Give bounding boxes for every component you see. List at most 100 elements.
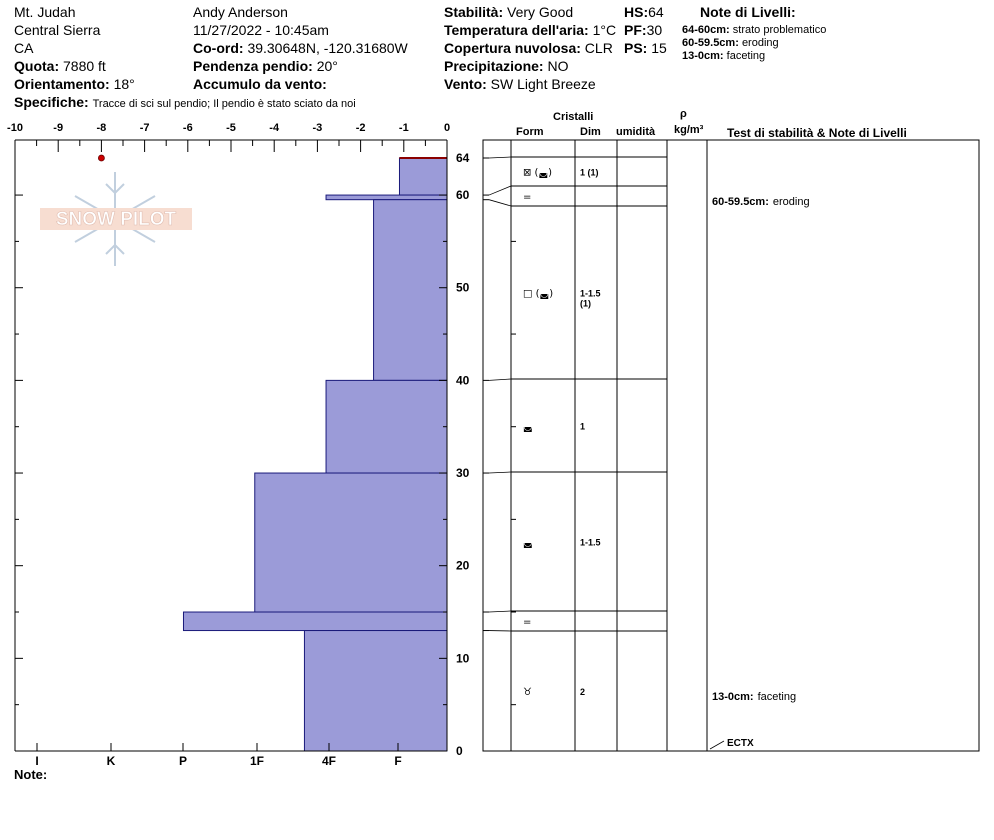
aspect-value: 18° — [113, 76, 135, 92]
note-label: Note: — [14, 767, 48, 782]
grain-form-7: ♉ — [523, 687, 532, 698]
elevation-line: Quota: 7880 ft — [14, 57, 106, 75]
ps-line: PS: 15 — [624, 39, 667, 57]
hardness-label: 4F — [322, 754, 336, 768]
hardness-layer-2 — [325, 194, 448, 201]
specifics-line: Specifiche: Tracce di sci sul pendio; Il… — [14, 94, 356, 110]
hardness-layer-1 — [398, 157, 448, 196]
moisture-header: umidità — [616, 126, 656, 138]
stability-label: Stabilità: — [444, 4, 504, 20]
grain-size-4: 1 — [580, 422, 585, 432]
temp-tick-label: -2 — [356, 122, 366, 134]
height-tick-label: 10 — [456, 651, 470, 665]
coord-value: 39.30648N, -120.31680W — [247, 40, 408, 56]
location-name: Mt. Judah — [14, 4, 76, 20]
coord-label: Co-ord: — [193, 40, 244, 56]
layer-note-2: 60-59.5cm: eroding — [682, 37, 779, 49]
grain-size-1: 1 (1) — [580, 168, 599, 178]
height-tick-label: 40 — [456, 373, 470, 387]
temp-tick-label: -1 — [399, 122, 409, 134]
hardness-label: I — [35, 754, 38, 768]
state: CA — [14, 40, 34, 56]
temp-tick-label: -4 — [269, 122, 280, 134]
height-tick-label: 30 — [456, 466, 470, 480]
hs-value: 64 — [648, 4, 664, 20]
pf-line: PF:30 — [624, 21, 662, 39]
table-connector-line — [488, 156, 512, 159]
height-tick-label: 0 — [456, 744, 463, 758]
temp-tick-label: -8 — [97, 122, 107, 134]
aspect-label: Orientamento: — [14, 76, 110, 92]
stability-line: Stabilità: Very Good — [444, 3, 573, 21]
sky-line: Copertura nuvolosa: CLR — [444, 39, 613, 57]
snowpilot-logo-text: SNOW PILOT — [56, 209, 177, 230]
layer-note-3: 13-0cm: faceting — [682, 50, 766, 62]
layer-note-text: faceting — [758, 691, 797, 703]
sky-label: Copertura nuvolosa: — [444, 40, 581, 56]
density-unit: kg/m³ — [674, 124, 704, 136]
air-temp-value: 1°C — [592, 22, 617, 38]
height-tick-label: 64 — [456, 151, 470, 165]
grain-size-3: 1-1.5 — [580, 289, 601, 299]
slope-label: Pendenza pendio: — [193, 58, 313, 74]
table-connector-line — [488, 199, 512, 207]
slope-line: Pendenza pendio: 20° — [193, 57, 338, 75]
hardness-layer-5 — [254, 472, 448, 613]
grain-form-5: ◛ — [523, 538, 533, 549]
ps-label: PS: — [624, 40, 648, 56]
grain-form-3: □ (◛) — [523, 289, 553, 300]
tests-header: Test di stabilità & Note di Livelli — [727, 126, 907, 140]
hs-line: HS:64 — [624, 3, 664, 21]
temp-tick-label: -3 — [313, 122, 323, 134]
temp-tick-label: -6 — [183, 122, 193, 134]
sky-value: CLR — [584, 40, 613, 56]
density-symbol: ρ — [680, 108, 687, 120]
air-temp-label: Temperatura dell'aria: — [444, 22, 589, 38]
wind-line: Vento: SW Light Breeze — [444, 75, 596, 93]
layer-note-text: eroding — [773, 196, 810, 208]
pf-label: PF: — [624, 22, 647, 38]
hardness-label: P — [179, 754, 187, 768]
height-tick-label: 20 — [456, 559, 470, 573]
grain-form-6: = — [523, 617, 531, 628]
pf-value: 30 — [646, 22, 663, 38]
hardness-label: 1F — [250, 754, 264, 768]
grain-form-2: = — [523, 192, 531, 203]
table-connector-line — [488, 610, 512, 613]
specifics-label: Specifiche: — [14, 94, 89, 110]
form-header: Form — [516, 126, 544, 138]
crystals-header: Cristalli — [553, 111, 594, 123]
layer-note-range: 60-59.5cm: — [712, 196, 769, 208]
grain-form-4: ◛ — [523, 422, 533, 433]
temp-tick-label: -5 — [226, 122, 236, 134]
elevation-label: Quota: — [14, 58, 60, 74]
layer-notes-title: Note di Livelli: — [700, 4, 796, 20]
ps-value: 15 — [651, 40, 667, 56]
hardness-layer-6 — [182, 611, 448, 632]
layer-table-frame — [482, 139, 980, 752]
grain-form-1: ⊠ (◛) — [523, 168, 552, 179]
layer-note-1: 64-60cm: strato problematico — [682, 24, 827, 36]
hardness-layer-7 — [303, 630, 448, 752]
hardness-label: F — [394, 754, 401, 768]
hardness-label: K — [107, 754, 116, 768]
height-tick-label: 60 — [456, 188, 470, 202]
temp-tick-label: 0 — [444, 122, 450, 134]
temperature-point-1 — [98, 154, 105, 162]
temp-tick-label: -9 — [53, 122, 63, 134]
size-header: Dim — [580, 126, 601, 138]
coordinates-line: Co-ord: 39.30648N, -120.31680W — [193, 39, 408, 57]
hardness-layer-4 — [325, 379, 448, 474]
precip-line: Precipitazione: NO — [444, 57, 568, 75]
precip-value: NO — [547, 58, 569, 74]
stability-test-label-1: ECTX — [727, 738, 754, 749]
specifics-value: Tracce di sci sul pendio; Il pendio è st… — [92, 98, 356, 110]
layer-note-2: 60-59.5cm: eroding — [712, 196, 810, 208]
wind-loading-line: Accumulo da vento: — [193, 75, 327, 93]
grain-size-5: 1-1.5 — [580, 538, 601, 548]
slope-value: 20° — [316, 58, 338, 74]
height-tick-label: 50 — [456, 281, 470, 295]
snowpilot-logo: SNOW PILOT — [40, 172, 192, 266]
precip-label: Precipitazione: — [444, 58, 544, 74]
